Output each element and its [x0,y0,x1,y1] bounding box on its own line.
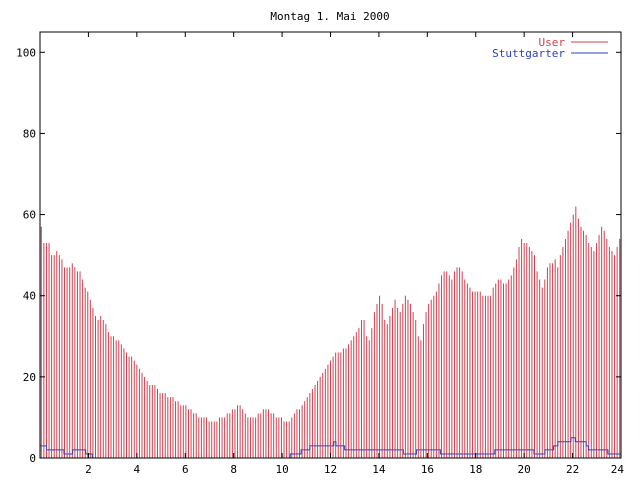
x-tick-label: 22 [566,463,579,476]
x-tick-label: 4 [134,463,141,476]
y-tick-label: 60 [23,209,36,222]
x-tick-label: 12 [324,463,337,476]
x-tick-label: 16 [421,463,434,476]
x-tick-label: 18 [469,463,482,476]
x-tick-label: 10 [275,463,288,476]
y-tick-label: 100 [16,46,36,59]
y-tick-label: 80 [23,127,36,140]
user-series-bars [40,206,621,458]
x-axis: 2 4 6 8 10 12 14 16 18 20 22 24 [85,32,624,476]
y-axis: 0 20 40 60 80 100 [16,46,621,465]
legend-label-stuttgarter: Stuttgarter [492,47,565,60]
x-tick-label: 8 [230,463,237,476]
y-tick-label: 0 [29,452,36,465]
legend: User Stuttgarter [492,36,608,60]
y-tick-label: 40 [23,290,36,303]
x-tick-label: 20 [518,463,531,476]
legend-label-user: User [539,36,566,49]
x-tick-label: 24 [611,463,625,476]
chart-title: Montag 1. Mai 2000 [270,10,389,23]
y-tick-label: 20 [23,371,36,384]
x-tick-label: 14 [372,463,386,476]
x-tick-label: 2 [85,463,92,476]
x-tick-label: 6 [182,463,189,476]
